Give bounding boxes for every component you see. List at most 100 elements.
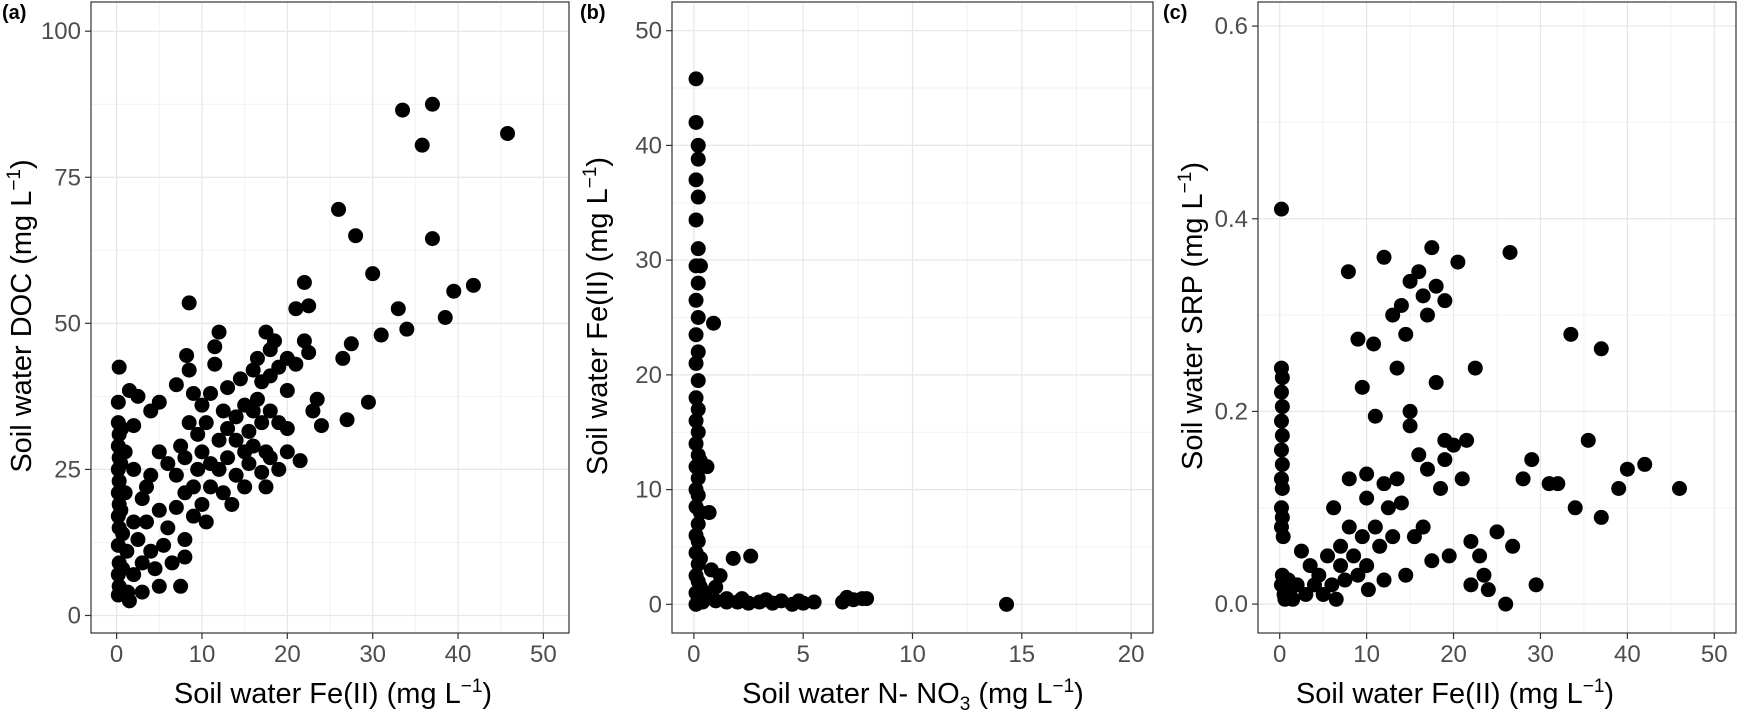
data-point (373, 327, 389, 343)
panel-c-panel-border (1257, 1, 1737, 634)
data-point (1354, 379, 1370, 395)
data-point (1505, 538, 1521, 554)
data-point (1367, 519, 1383, 535)
panel-b-x-axis-title-units: (mg L (970, 678, 1052, 710)
data-point (1366, 336, 1382, 352)
data-point (1567, 500, 1583, 516)
y-tick-label: 0.6 (1215, 13, 1248, 40)
data-point (741, 595, 757, 611)
data-point (126, 514, 142, 530)
panel-c: (c) 0 10 20 30 40 50 0.0 0.2 0.4 0.6 Soil water F… (1163, 1, 1737, 710)
data-point (121, 593, 137, 609)
data-point (117, 485, 133, 501)
x-tick-label: 50 (1701, 641, 1728, 668)
panel-c-x-axis-title-sup: −1 (1583, 676, 1605, 697)
data-point (254, 415, 270, 431)
data-point (249, 350, 265, 366)
panel-a-x-axis-title-text: Soil water Fe(II) (mg L (174, 678, 461, 710)
x-tick-label: 15 (1008, 641, 1035, 668)
data-point (211, 461, 227, 477)
data-point (806, 594, 822, 610)
x-tick-label: 50 (530, 641, 557, 668)
y-tick-label: 75 (54, 164, 81, 191)
y-tick-label: 20 (635, 362, 662, 389)
data-point (690, 189, 706, 205)
data-point (699, 459, 715, 475)
data-point (795, 595, 811, 611)
data-point (134, 555, 150, 571)
data-point (1274, 428, 1290, 444)
y-tick-label: 50 (54, 310, 81, 337)
data-point (1324, 577, 1340, 593)
data-point (1424, 240, 1440, 256)
data-point (1411, 447, 1427, 463)
data-point (143, 543, 159, 559)
data-point (173, 578, 189, 594)
data-point (164, 555, 180, 571)
data-point (177, 532, 193, 548)
data-point (1275, 529, 1291, 545)
data-point (688, 355, 704, 371)
data-point (262, 403, 278, 419)
data-point (690, 470, 706, 486)
data-point (1446, 437, 1462, 453)
data-point (690, 556, 706, 572)
data-point (220, 450, 236, 466)
data-point (1398, 326, 1414, 342)
data-point (211, 432, 227, 448)
data-point (348, 228, 364, 244)
data-point (1333, 538, 1349, 554)
data-point (258, 479, 274, 495)
data-point (500, 125, 516, 141)
panel-b-label: (b) (580, 2, 606, 24)
data-point (160, 520, 176, 536)
data-point (1419, 307, 1435, 323)
data-point (1274, 370, 1290, 386)
data-point (339, 412, 355, 428)
data-point (1428, 375, 1444, 391)
data-point (688, 327, 704, 343)
data-point (130, 388, 146, 404)
data-point (151, 502, 167, 518)
y-tick-label: 0.4 (1215, 206, 1248, 233)
data-point (228, 467, 244, 483)
panel-b-x-axis-title-text: Soil water N- NO (742, 678, 960, 710)
data-point (1376, 572, 1392, 588)
data-point (1389, 360, 1405, 376)
data-point (1376, 249, 1392, 265)
data-point (1376, 476, 1392, 492)
data-point (690, 516, 706, 532)
data-point (692, 258, 708, 274)
panel-c-plot: 0 10 20 30 40 50 0.0 0.2 0.4 0.6 (1215, 1, 1737, 668)
data-point (690, 151, 706, 167)
data-point (690, 344, 706, 360)
panel-a-x-axis-title-sup: −1 (461, 676, 483, 697)
panel-c-x-axis-title-text: Soil water Fe(II) (mg L (1296, 678, 1583, 710)
data-point (173, 438, 189, 454)
data-point (1528, 577, 1544, 593)
data-point (708, 579, 724, 595)
data-point (688, 390, 704, 406)
data-point (1341, 519, 1357, 535)
data-point (113, 456, 129, 472)
data-point (688, 292, 704, 308)
y-tick-label: 40 (635, 132, 662, 159)
data-point (245, 362, 261, 378)
x-tick-label: 40 (445, 641, 472, 668)
data-point (288, 356, 304, 372)
data-point (111, 359, 127, 375)
panel-a-panel-border (90, 1, 570, 634)
data-point (688, 212, 704, 228)
data-point (138, 514, 154, 530)
data-point (999, 596, 1015, 612)
panel-a-label: (a) (2, 2, 26, 24)
data-point (194, 496, 210, 512)
y-tick-label: 0 (649, 591, 662, 618)
panel-b-y-axis-title-close: ) (582, 157, 614, 167)
data-point (743, 548, 759, 564)
panel-a-x-axis-title: Soil water Fe(II) (mg L−1) (174, 676, 492, 710)
data-point (237, 479, 253, 495)
data-point (232, 371, 248, 387)
data-point (160, 456, 176, 472)
data-point (126, 567, 142, 583)
